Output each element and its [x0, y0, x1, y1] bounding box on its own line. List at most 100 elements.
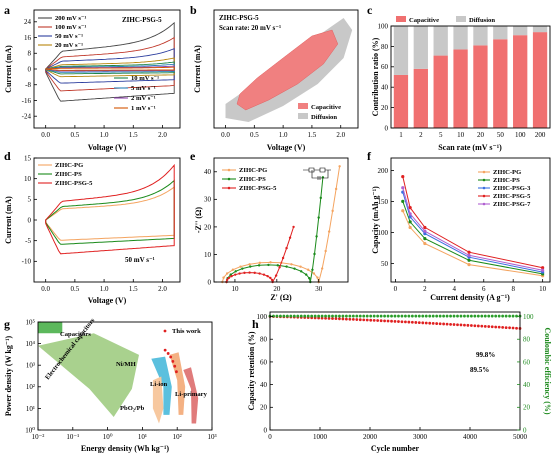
d-legend-label: ZIHC-PSG-5	[55, 180, 93, 187]
y-tick-label: -8	[25, 81, 31, 89]
h-Capacity retention-point	[383, 319, 386, 323]
f-ZIHC-PSG-5-point	[541, 266, 545, 270]
h-Capacity retention-point	[334, 317, 338, 321]
e-ZIHC-PS-point	[285, 265, 288, 268]
y-tick-label: -5	[25, 237, 31, 245]
e-ZIHC-PSG-5-point	[266, 274, 269, 278]
y-tick-label: 16	[24, 34, 32, 42]
f-legend: ZIHC-PGZIHC-PSZIHC-PSG-3ZIHC-PSG-5ZIHC-P…	[478, 169, 531, 208]
b-legend-swatch-diffusion	[298, 113, 308, 119]
e-ZIHC-PG-point	[338, 165, 341, 168]
e-xlabel: Z' (Ω)	[270, 293, 292, 302]
y-tick-label: 10	[24, 175, 32, 183]
f-ZIHC-PSG-7-point	[467, 253, 471, 257]
e-ZIHC-PG-point	[316, 276, 319, 279]
g-x-tick-label: 10¹	[138, 433, 147, 441]
h-Capacity retention-point	[442, 322, 446, 326]
e-ZIHC-PSG-5-point	[274, 274, 278, 277]
h-Coulombic efficiency-point	[351, 314, 355, 318]
e-legend-marker	[227, 186, 231, 190]
a-ylabel: Current (mA)	[4, 45, 13, 93]
y-tick-label: 100	[257, 313, 268, 321]
x-tick-label: 0.5	[71, 285, 80, 293]
h-y2-tick-label: 100	[523, 313, 534, 321]
d-annotation: 50 mV s⁻¹	[125, 256, 155, 264]
e-ZIHC-PSG-5-point	[248, 271, 251, 274]
h-Capacity retention-point	[449, 322, 452, 326]
g-xlabel: Energy density (Wh kg⁻¹)	[81, 444, 170, 453]
h-Coulombic efficiency-point	[285, 314, 289, 318]
c-y-tick-label: 100	[378, 22, 389, 30]
h-Coulombic efficiency-point	[397, 314, 400, 318]
c-ylabel: Contribution ratio (%)	[371, 37, 380, 116]
f-ZIHC-PSG-7-point	[408, 212, 412, 216]
g-ragone-regions	[38, 322, 199, 424]
c-frame	[390, 25, 551, 129]
h-Coulombic efficiency-point	[456, 314, 459, 318]
a-cv-curves	[45, 21, 175, 102]
x-tick-label: 1000	[313, 433, 328, 441]
g-x-tick-label: 10²	[173, 433, 182, 441]
f-ZIHC-PS-point	[401, 199, 405, 203]
e-ZIHC-PG-point	[320, 267, 324, 270]
f-ZIHC-PSG-7-point	[541, 268, 545, 272]
panel-b: 0.0 0.5 1.0 1.5 2.0 ZIHC-PSG-5 Scan rate: 20…	[193, 9, 359, 152]
y-tick-label: 10	[204, 251, 212, 259]
a-ticks: 0.0 0.5 1.0 1.5 2.0 -24 -16 -8 0 8 16 24	[22, 18, 168, 139]
c-legend-swatch-diffusion	[456, 16, 466, 22]
h-Coulombic efficiency-point	[296, 314, 300, 318]
h-Capacity retention-point	[463, 323, 466, 327]
c-y-tick-label: 40	[381, 84, 389, 92]
e-ZIHC-PS-point	[313, 252, 316, 256]
d-legend-label: ZIHC-PS	[55, 171, 82, 178]
e-ZIHC-PG-point	[258, 261, 262, 265]
f-legend-label: ZIHC-PSG-5	[493, 193, 531, 200]
h-Coulombic efficiency-point	[431, 314, 435, 318]
g-this-work-point	[169, 355, 173, 359]
e-legend: ZIHC-PG ZIHC-PS ZIHC-PSG-5	[222, 167, 277, 192]
e-ZIHC-PG-point	[222, 276, 225, 279]
g-label-capacitors: Capacitors	[60, 331, 91, 338]
g-label-liprimary: Li-primary	[175, 391, 208, 398]
x-tick-label: 1.5	[129, 131, 138, 139]
e-ZIHC-PG-point	[248, 263, 251, 266]
h-y2-tick-label: 80	[523, 336, 531, 344]
e-ZIHC-PSG-5-point	[269, 276, 272, 280]
h-Capacity retention-point	[511, 326, 515, 330]
e-legend-label: ZIHC-PS	[239, 176, 266, 183]
h-Capacity retention-point	[369, 318, 373, 322]
f-xlabel: Current density (A g⁻¹)	[430, 293, 510, 302]
x-tick-label: 2.0	[158, 131, 167, 139]
panel-e: 10 20 30 0 10 20 30 40 ZIHC-PG ZIHC-PS ZIHC-PSG-5…	[194, 157, 349, 302]
h-Capacity retention-point	[404, 320, 407, 324]
h-Coulombic efficiency-point	[272, 314, 275, 318]
x-tick-label: 4000	[463, 433, 478, 441]
a-legend-label: 50 mV s⁻¹	[55, 33, 83, 40]
f-ZIHC-PSG-5-point	[408, 206, 412, 210]
c-x-tick-label: 2	[419, 131, 423, 139]
h-y2-tick-label: 0	[523, 426, 527, 434]
h-Capacity retention-point	[341, 317, 345, 321]
h-Capacity retention-point	[487, 325, 491, 328]
h-Capacity retention-point	[459, 323, 463, 327]
c-bar-diffusion	[532, 26, 548, 33]
h-Coulombic efficiency-point	[463, 314, 466, 318]
h-Capacity retention-point	[494, 325, 498, 329]
y-tick-label: 0	[28, 216, 32, 224]
e-ticks: 10 20 30 0 10 20 30 40	[204, 168, 323, 293]
panel-letter-a: a	[4, 3, 10, 17]
y-tick-label: 150	[378, 198, 389, 206]
c-y-tick-label: 80	[381, 43, 389, 51]
h-Capacity retention-point	[376, 319, 380, 322]
f-ZIHC-PSG-3-point	[423, 232, 427, 236]
e-ZIHC-PG-point	[290, 263, 293, 266]
panel-letter-h: h	[252, 317, 259, 331]
g-this-work-point	[166, 352, 170, 355]
c-bar-diffusion	[493, 26, 508, 40]
e-legend-label: ZIHC-PG	[239, 167, 267, 174]
c-bar-diffusion	[413, 26, 428, 69]
e-circuit-icon	[303, 167, 331, 180]
e-ZIHC-PG-point	[312, 272, 316, 275]
g-region-nimh	[151, 356, 172, 415]
h-Coulombic efficiency-point	[338, 314, 341, 318]
